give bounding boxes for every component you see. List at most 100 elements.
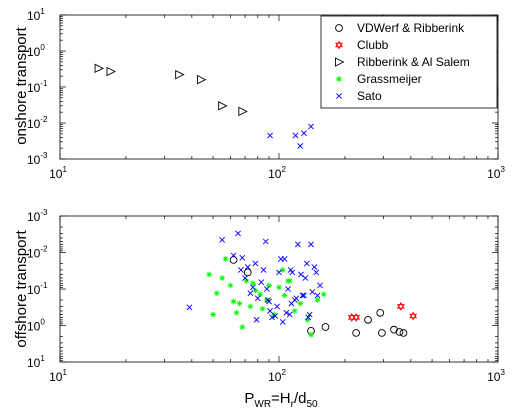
legend-entry-label: Clubb [357,38,389,52]
x-axis-label: PWR=Hr/d50 [244,390,318,410]
bottom-data-point [276,284,282,291]
bottom-data-point [279,267,286,273]
bottom-data-point [244,264,251,270]
bottom-data-point [314,297,321,303]
top-x-tick-label: 103 [487,165,505,181]
legend-marker [335,57,345,67]
bottom-data-point [396,301,405,311]
bottom-data-point [390,325,398,334]
legend-entry-label: VDWerf & Ribberink [357,21,465,35]
bottom-data-point [239,254,246,261]
bottom-data-point [399,329,408,337]
bottom-data-point [395,328,404,336]
legend-marker [335,24,343,32]
bottom-data-point [276,269,282,276]
bottom-data-point [263,286,270,292]
bottom-data-point [313,269,320,276]
bottom-data-point [260,266,267,273]
bottom-data-point [230,298,237,305]
top-data-point [292,132,299,139]
bottom-data-point [378,329,386,337]
top-data-point [308,123,314,130]
bottom-y-axis-label: offshore transport [13,230,30,348]
top-data-point [267,132,273,139]
bottom-data-point [236,300,243,307]
bottom-data-point [281,256,288,262]
bottom-x-tick-label: 103 [487,368,505,384]
bottom-data-point [253,316,260,323]
bottom-data-point [214,290,220,296]
bottom-data-point [281,292,288,299]
bottom-data-point [306,311,313,318]
bottom-data-point [364,315,372,324]
top-x-tick-label: 102 [268,165,286,181]
bottom-data-point [320,291,327,298]
bottom-data-point [308,241,314,248]
bottom-data-point [262,238,269,245]
top-y-tick-label: 101 [27,7,45,23]
bottom-y-tick-label: 10-2 [27,245,48,261]
bottom-data-point [309,288,316,295]
bottom-data-point [272,313,279,319]
bottom-data-point [258,279,265,286]
bottom-data-point [303,260,310,267]
bottom-data-point [314,292,321,299]
bottom-data-point [299,292,306,299]
bottom-data-point [321,323,330,331]
legend-marker [336,93,342,99]
bottom-axes: 101 102 103 10-3 10-2 10-1 100 101 [27,208,505,384]
bottom-data-point [186,304,193,311]
bottom-data-point [249,284,256,291]
bottom-data-point [293,295,300,302]
bottom-data-point [274,303,280,310]
bottom-data-point [301,292,307,299]
top-data-point [175,69,185,80]
bottom-data-point [222,256,229,262]
bottom-data-point [252,260,259,267]
top-y-tick-label: 10-3 [27,151,48,167]
bottom-data-point [376,308,385,317]
legend-entry-label: Sato [357,89,382,103]
bottom-data-point [254,295,261,302]
bottom-data-point [227,282,234,289]
top-data-point [196,74,207,85]
bottom-data-point [269,314,276,321]
bottom-data-point [279,319,286,325]
top-y-axis-label: onshore transport [13,26,30,144]
legend-entry-label: Grassmeijer [357,72,422,86]
top-x-tick-label: 101 [49,165,67,181]
bottom-data-point [285,286,291,292]
bottom-data-point [266,282,272,289]
bottom-data-point [308,332,314,338]
bottom-data-point [219,275,225,281]
bottom-data-point [233,310,240,316]
bottom-data-point [250,280,256,287]
legend-marker [335,40,343,50]
bottom-data-point [286,311,293,318]
top-data-point [218,101,228,111]
bottom-x-tick-label: 101 [49,368,67,384]
top-y-tick-label: 100 [27,43,45,59]
bottom-data-point [304,317,311,323]
bottom-data-point [229,256,238,264]
bottom-y-tick-label: 101 [27,354,45,370]
top-data-point [238,106,248,117]
legend: VDWerf & Ribberink Clubb Ribberink & Al Sa… [320,15,498,109]
legend-entry-label: Ribberink & Al Salem [357,55,470,69]
bottom-data-point [317,282,323,289]
bottom-data-point [302,275,309,281]
legend-marker [336,76,342,82]
bottom-data-point [252,287,259,294]
bottom-data-point [230,252,237,259]
top-data-point [94,63,105,74]
bottom-data-point [235,230,241,237]
bottom-data-point [298,271,304,278]
bottom-y-tick-label: 10-1 [27,281,48,297]
bottom-data-point [237,266,244,273]
top-data-point [106,66,116,77]
bottom-data-point [259,306,266,312]
bottom-data-point [311,264,318,270]
top-data-point [301,130,307,137]
bottom-data-point [247,303,254,310]
